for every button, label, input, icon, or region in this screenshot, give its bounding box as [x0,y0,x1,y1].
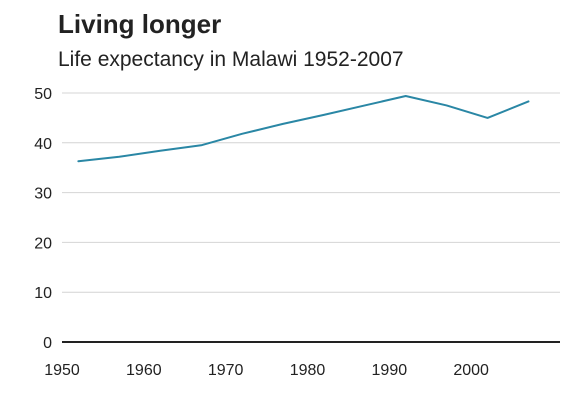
data-point [282,123,284,125]
data-point [200,144,202,146]
x-tick-label: 1960 [126,362,162,379]
data-point [527,100,529,102]
data-point [241,133,243,135]
x-tick-label: 1970 [208,362,244,379]
chart-title: Living longer [58,9,222,39]
data-point [487,117,489,119]
data-point [364,104,366,106]
y-tick-label: 30 [34,186,52,203]
y-axis-ticks: 0 10 20 30 40 50 [34,86,52,352]
data-point [118,156,120,158]
chart-subtitle: Life expectancy in Malawi 1952-2007 [58,48,404,71]
y-tick-label: 40 [34,136,52,153]
x-axis-ticks: 1950 1960 1970 1980 1990 2000 [44,362,489,379]
x-tick-label: 1980 [290,362,326,379]
y-tick-label: 0 [43,335,52,352]
data-point [323,114,325,116]
y-tick-label: 20 [34,235,52,252]
x-tick-label: 1950 [44,362,80,379]
series-lines [77,94,530,163]
x-tick-label: 2000 [453,362,489,379]
gridlines [62,92,560,343]
series-line [77,94,530,163]
x-tick-label: 1990 [372,362,408,379]
data-point [446,104,448,106]
data-point [77,160,79,162]
y-tick-label: 50 [34,86,52,103]
y-tick-label: 10 [34,285,52,302]
data-point [159,150,161,152]
data-point [405,95,407,97]
